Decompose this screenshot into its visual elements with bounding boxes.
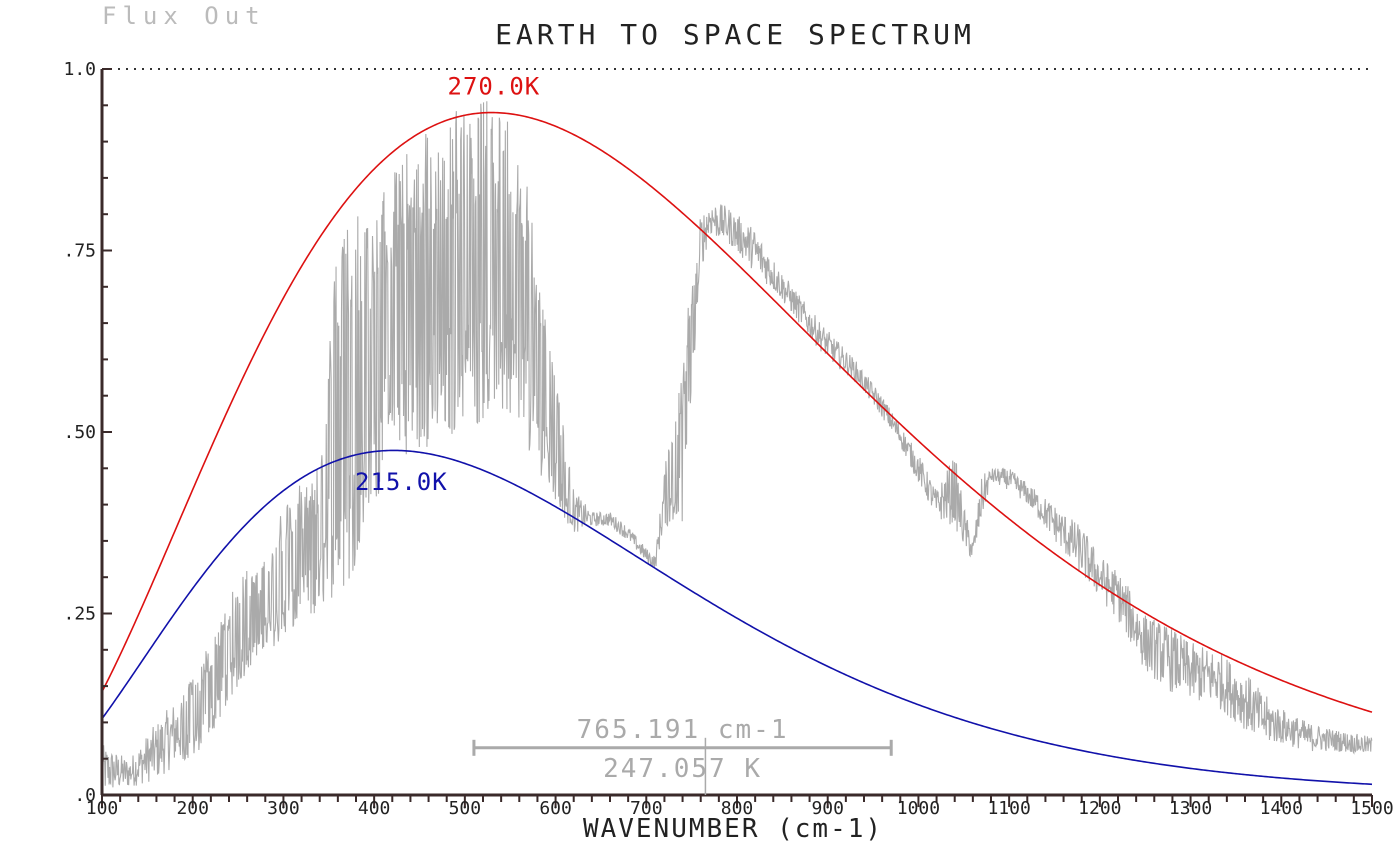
cursor-wavenumber-readout: 765.191 cm-1	[577, 715, 789, 745]
cursor-temperature-readout: 247.057 K	[603, 754, 762, 784]
x-tick-label: 400	[358, 798, 391, 819]
x-tick-label: 1300	[1169, 798, 1212, 819]
y-tick-label: 1.0	[63, 59, 96, 80]
planck-2150K-line	[101, 449, 1373, 786]
x-tick-label: 300	[267, 798, 300, 819]
x-tick-label: 500	[449, 798, 482, 819]
x-axis-label: WAVENUMBER (cm-1)	[583, 814, 883, 844]
x-tick-label: 1000	[897, 798, 940, 819]
y-tick-label: .25	[63, 604, 96, 625]
y-tick-label: .75	[63, 241, 96, 262]
x-tick-label: 600	[539, 798, 572, 819]
y-tick-label: .50	[63, 422, 96, 443]
x-tick-label: 200	[176, 798, 209, 819]
x-tick-label: 1100	[987, 798, 1030, 819]
measured-spectrum-line	[101, 101, 1373, 788]
x-tick-label: 700	[630, 798, 663, 819]
chart-title: EARTH TO SPACE SPECTRUM	[495, 18, 975, 51]
curve-label-2700K: 270.0K	[448, 72, 541, 100]
series-layer	[101, 101, 1373, 788]
planck-2700K-line	[101, 111, 1373, 713]
curve-label-2150K: 215.0K	[355, 468, 448, 496]
axes: .0 .25 .50 .75 1.0 100 200 300 400 500 600 700 800 90…	[63, 59, 1393, 819]
flux-out-label: Flux Out	[102, 2, 266, 30]
x-tick-label: 100	[86, 798, 119, 819]
x-tick-label: 1400	[1260, 798, 1303, 819]
x-tick-label: 800	[721, 798, 754, 819]
x-tick-label: 1200	[1078, 798, 1121, 819]
cursor-readout: 765.191 cm-1 247.057 K	[472, 715, 893, 795]
x-tick-label: 900	[811, 798, 844, 819]
series-labels: 270.0K 215.0K	[355, 72, 541, 496]
y-tick-label: .0	[74, 785, 96, 806]
x-tick-label: 1500	[1350, 798, 1393, 819]
